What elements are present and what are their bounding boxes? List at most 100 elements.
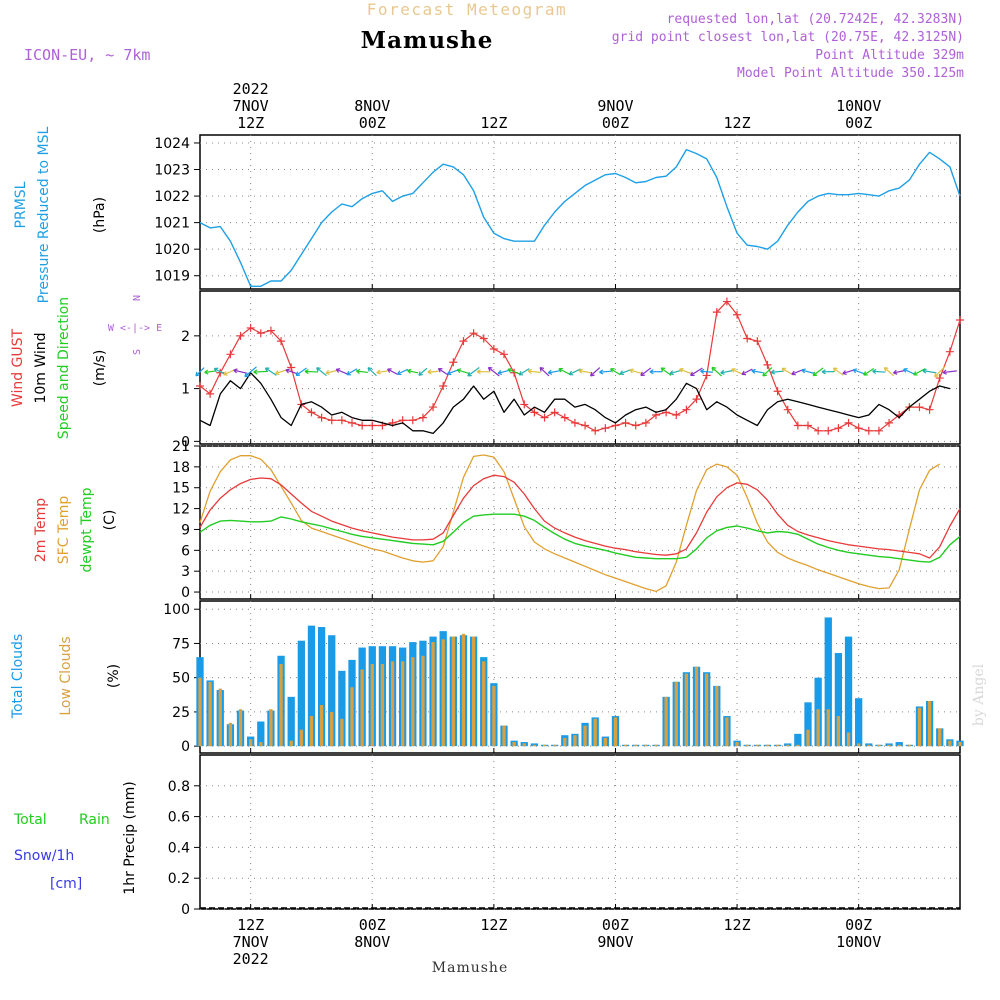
low-cloud-bar	[542, 744, 547, 747]
wind-arrow-head	[751, 368, 756, 374]
y-tick-label: 6	[181, 543, 190, 559]
compass-rose: N W <-|-> E S	[108, 295, 162, 355]
wind-arrow	[711, 366, 723, 377]
low-cloud-bar	[806, 729, 810, 747]
time-label-top: 00Z	[845, 114, 872, 132]
low-cloud-bar	[471, 636, 476, 747]
wind-arrow	[629, 369, 642, 375]
gust-marker	[753, 337, 762, 346]
pressure-label-desc: Pressure Reduced to MSL	[36, 126, 52, 303]
gust-marker	[591, 426, 600, 435]
wind-arrow	[700, 370, 713, 373]
gust-marker	[925, 405, 934, 414]
wind-arrow-head	[244, 372, 249, 378]
clouds-panel: 0 25 50 75 100	[163, 600, 964, 755]
low-cloud-bar	[522, 743, 526, 747]
wind-arrow-head	[731, 368, 736, 373]
gust-marker	[854, 424, 863, 433]
wind-arrow-head	[690, 371, 695, 377]
low-cloud-bar	[228, 722, 233, 747]
low-cloud-bar	[340, 718, 344, 747]
gust-marker	[500, 350, 508, 359]
panel-frame	[199, 445, 961, 600]
gust-marker	[226, 350, 235, 359]
gust-marker	[459, 337, 468, 346]
wind-arrow-head	[852, 368, 858, 374]
temperature-panel: 0 3 6 9 12 15 18 21	[172, 439, 961, 601]
low-cloud-bar	[532, 744, 537, 747]
y-tick-label: 1024	[154, 136, 190, 152]
y-tick-label: 18	[172, 460, 190, 476]
gust-marker	[712, 308, 721, 317]
panel-frame	[199, 754, 961, 910]
wind-arrow	[619, 369, 632, 375]
gust-marker	[804, 421, 812, 430]
super-title: Forecast Meteogram	[367, 0, 567, 19]
wind-arrow	[253, 370, 269, 373]
y-tick-label: 1022	[154, 189, 190, 205]
gust-marker	[449, 358, 458, 367]
time-label-top: 9NOV	[597, 97, 633, 115]
gust-marker	[601, 424, 610, 433]
low-cloud-bar	[887, 744, 891, 747]
low-cloud-bar	[897, 744, 901, 747]
y-tick-label: 0	[181, 434, 190, 450]
low-cloud-bar	[401, 661, 405, 747]
wind-arrow-head	[669, 370, 674, 376]
location-title: Mamushe	[361, 27, 494, 54]
gust-marker	[763, 360, 772, 369]
time-label-bottom: 7NOV	[233, 933, 269, 951]
gust-marker	[672, 410, 681, 419]
low-cloud-bar	[644, 744, 648, 747]
wind-arrow	[801, 369, 815, 374]
low-cloud-bar	[350, 687, 354, 747]
low-cloud-bar	[583, 725, 587, 747]
low-cloud-bar	[553, 744, 557, 747]
low-cloud-bar	[694, 666, 699, 747]
gust-marker	[530, 408, 539, 417]
wind-arrow	[376, 370, 389, 374]
wind-arrow	[427, 370, 439, 373]
wind-arrow	[539, 367, 550, 377]
y-tick-label: 0	[181, 585, 190, 601]
wind-arrow-head	[195, 371, 200, 377]
point-altitude: Point Altitude 329m	[815, 48, 964, 63]
wind-arrow	[893, 369, 906, 374]
wind-arrow-head	[275, 370, 280, 376]
wind-arrow-head	[934, 372, 939, 378]
wind-arrow-head	[558, 367, 563, 373]
wind-arrow	[195, 367, 205, 377]
wind-arrow-head	[547, 369, 553, 375]
low-cloud-bar	[451, 636, 455, 747]
gust-marker	[206, 389, 215, 398]
low-cloud-bar	[725, 717, 729, 747]
wind-arrow	[295, 367, 307, 376]
wind-arrow	[781, 367, 794, 376]
temp-2m-line	[199, 474, 961, 559]
time-label-bottom: 8NOV	[354, 933, 390, 951]
wind-arrow-head	[640, 371, 645, 377]
wind-arrow-head	[446, 370, 452, 376]
wind-arrow	[640, 367, 652, 376]
time-label-top: 10NOV	[836, 97, 881, 115]
time-label-bottom: 00Z	[602, 916, 629, 934]
low-cloud-bar	[431, 642, 435, 747]
low-cloud-bar	[745, 744, 749, 747]
y-tick-label: 1023	[154, 163, 190, 179]
wind-arrow-head	[762, 371, 767, 377]
wind-arrow-head	[316, 367, 321, 372]
dewpt-line	[199, 513, 961, 563]
time-label-top: 12Z	[237, 114, 264, 132]
gust-marker	[469, 329, 478, 338]
time-label-bottom: 12Z	[480, 916, 507, 934]
temp-sfc-label: SFC Temp	[56, 496, 72, 565]
wind-arrow	[407, 370, 419, 374]
wind-arrow	[771, 370, 785, 373]
low-cloud-bar	[279, 663, 283, 747]
total-clouds-label: Total Clouds	[10, 634, 26, 719]
wind-arrow	[518, 368, 530, 376]
wind-arrow-head	[649, 369, 654, 375]
wind-arrow	[528, 370, 541, 373]
wind-arrow-head	[741, 370, 747, 376]
